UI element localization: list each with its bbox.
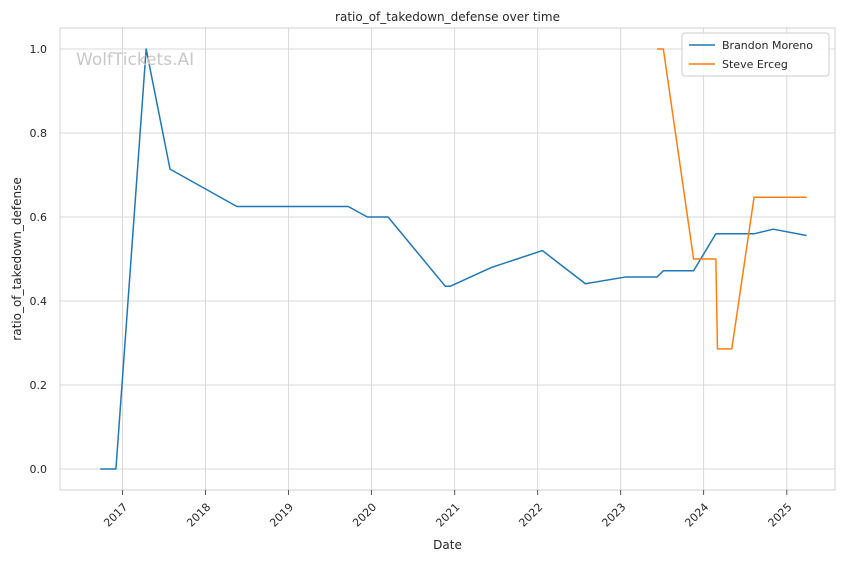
y-tick-label: 0.8 — [30, 127, 48, 140]
legend-label-brandon-moreno: Brandon Moreno — [722, 39, 813, 52]
watermark: WolfTickets.AI — [76, 50, 194, 70]
series-line-steve-erceg — [656, 48, 807, 350]
gridlines — [60, 28, 835, 490]
x-axis-label: Date — [433, 538, 462, 552]
legend: Brandon Moreno Steve Erceg — [681, 32, 830, 77]
y-axis-label: ratio_of_takedown_defense — [10, 177, 24, 340]
y-tick-label: 0.6 — [30, 211, 48, 224]
y-tick-label: 0.4 — [30, 295, 48, 308]
series-line-brandon-moreno — [100, 48, 807, 470]
y-tick-label: 0.2 — [30, 379, 48, 392]
plot-area — [60, 28, 835, 490]
y-tick-label: 1.0 — [30, 43, 48, 56]
legend-label-steve-erceg: Steve Erceg — [722, 58, 788, 71]
plot-frame — [59, 27, 836, 491]
series-lines — [100, 48, 807, 470]
y-axis-ticks: 0.0 0.2 0.4 0.6 0.8 1.0 — [30, 43, 48, 476]
legend-box — [681, 32, 830, 77]
chart-title: ratio_of_takedown_defense over time — [335, 10, 560, 24]
y-tick-label: 0.0 — [30, 463, 48, 476]
